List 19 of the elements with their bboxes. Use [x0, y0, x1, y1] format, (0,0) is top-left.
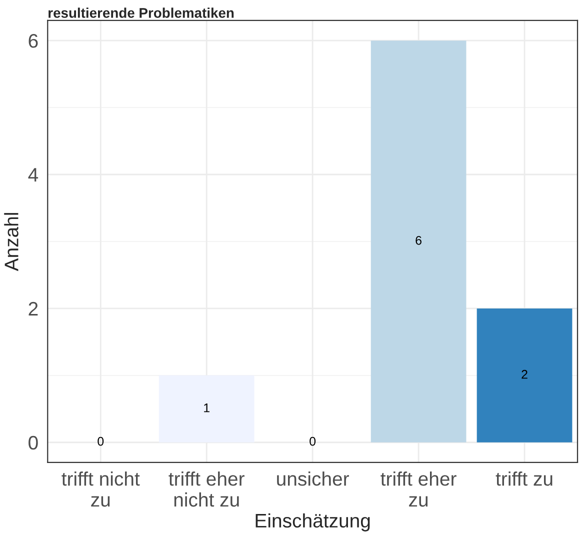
y-tick-label: 0: [28, 436, 38, 450]
x-tick-label: trifft nicht zu: [62, 471, 140, 507]
bar: [370, 40, 466, 442]
data-label: 0: [98, 436, 104, 446]
x-tick-label: trifft eher nicht zu: [168, 471, 244, 507]
data-label: 0: [310, 436, 316, 446]
x-axis-title: Einschätzung: [256, 513, 370, 532]
y-tick-label: 6: [28, 34, 38, 48]
x-tick-label: unsicher: [277, 471, 350, 486]
data-label: 6: [416, 236, 422, 245]
y-axis-title: Anzahl: [4, 213, 18, 272]
y-tick-label: 4: [28, 168, 38, 182]
data-label: 1: [204, 404, 210, 412]
data-label: 2: [522, 370, 528, 379]
chart-title: resultierende Problematiken: [48, 8, 234, 18]
x-tick-label: trifft zu: [496, 471, 552, 486]
x-tick-label: trifft eher zu: [380, 471, 456, 507]
bar: [476, 308, 572, 442]
y-tick-label: 2: [28, 302, 38, 316]
